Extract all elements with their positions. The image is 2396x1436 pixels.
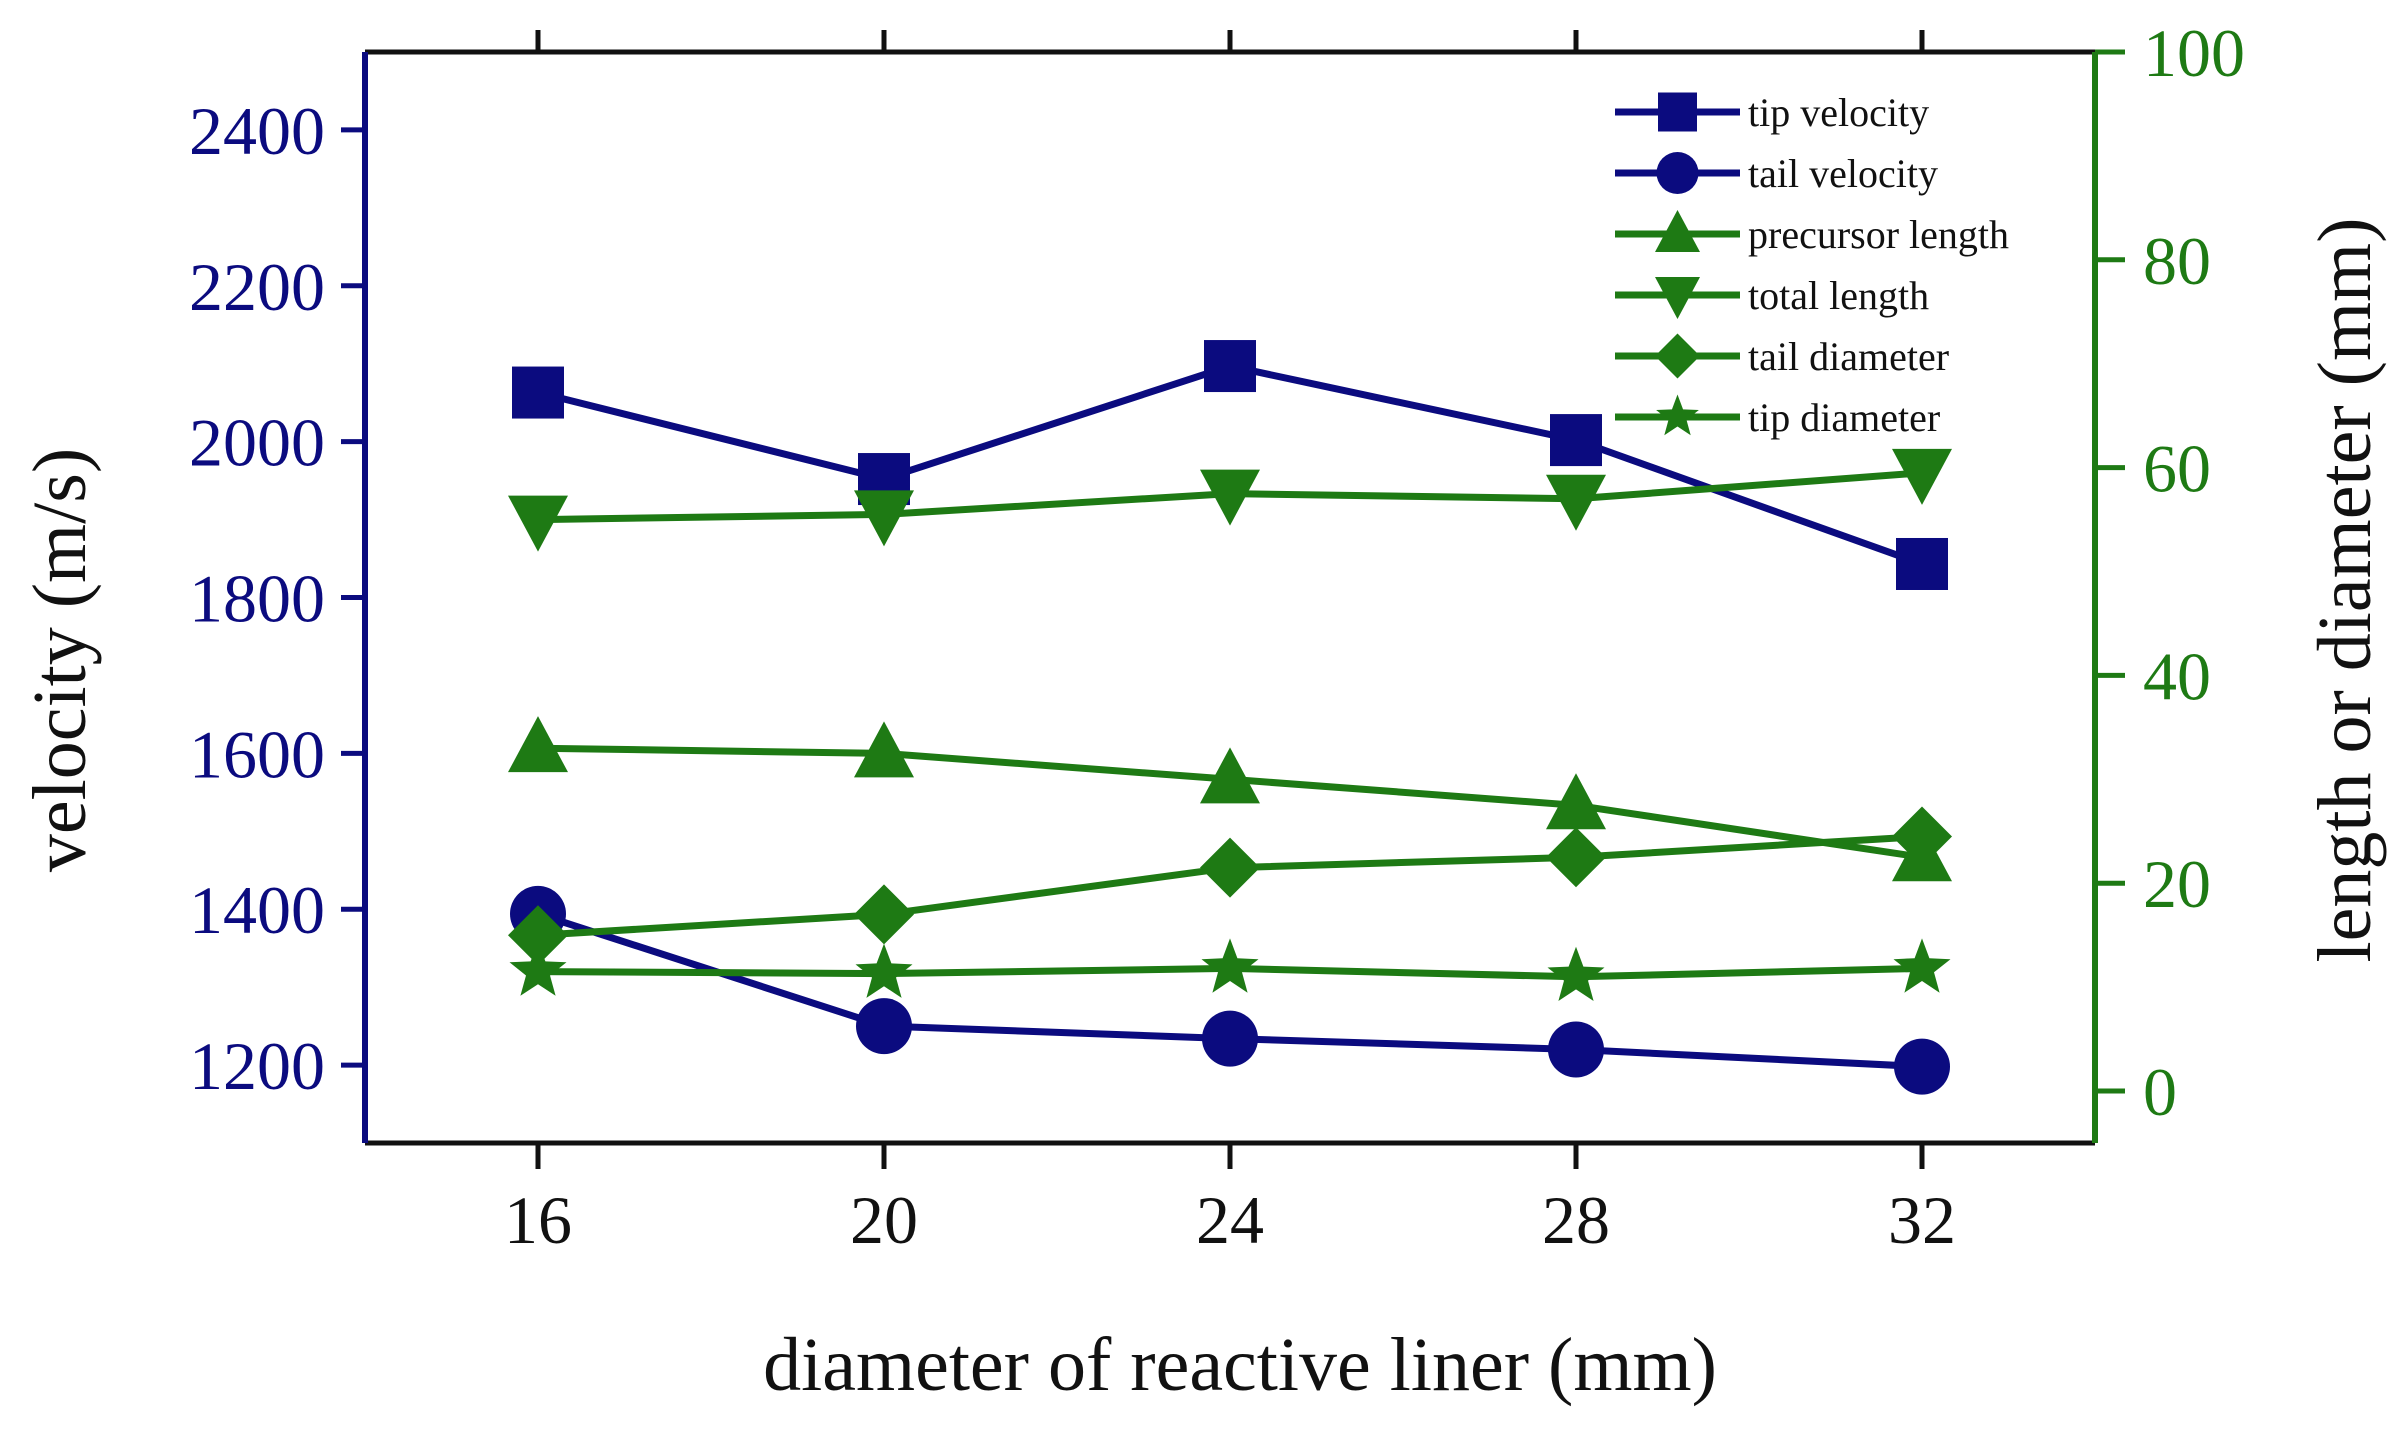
x-tick-label: 24 bbox=[1196, 1182, 1264, 1258]
y-tick-label-right: 100 bbox=[2143, 15, 2245, 91]
plot-area bbox=[508, 340, 1952, 1095]
y-tick-label-left: 1600 bbox=[189, 716, 325, 792]
y-tick-label-right: 20 bbox=[2143, 846, 2211, 922]
legend-marker bbox=[1658, 92, 1697, 132]
legend-marker bbox=[1656, 152, 1699, 194]
series-tail-velocity bbox=[510, 885, 1950, 1095]
legend-marker bbox=[1655, 333, 1700, 379]
data-point-total-length bbox=[1200, 469, 1260, 526]
legend-label: total length bbox=[1748, 273, 1929, 318]
series-total-length bbox=[508, 448, 1952, 552]
legend-item-tip-diameter: tip diameter bbox=[1615, 394, 1940, 440]
data-point-total-length bbox=[1546, 474, 1606, 531]
y-axis-title-right: length or diameter (mm) bbox=[2303, 218, 2387, 963]
data-point-tail-diameter bbox=[1200, 837, 1260, 898]
series-precursor-length bbox=[508, 716, 1952, 882]
y-axis-title-left: velocity (m/s) bbox=[18, 448, 102, 872]
axes: 16 20 24 28 32 1200 1400 1600 1800 2000 2200 2400 0 2… bbox=[189, 15, 2245, 1258]
series-line-tip-velocity bbox=[537, 362, 1924, 568]
data-point-tip-diameter bbox=[855, 943, 913, 998]
data-point-total-length bbox=[508, 495, 568, 552]
legend-label: precursor length bbox=[1748, 212, 2009, 257]
y-tick-label-right: 40 bbox=[2143, 638, 2211, 714]
data-point-tip-diameter bbox=[1547, 946, 1605, 1001]
data-point-tail-velocity bbox=[1894, 1038, 1950, 1095]
x-tick-label: 32 bbox=[1888, 1182, 1956, 1258]
data-point-precursor-length bbox=[1546, 773, 1606, 830]
x-axis-title: diameter of reactive liner (mm) bbox=[763, 1323, 1717, 1407]
legend: tip velocity tail velocity precursor lengt… bbox=[1615, 90, 2009, 440]
y-tick-label-left: 2000 bbox=[189, 405, 325, 481]
data-point-tail-velocity bbox=[1548, 1021, 1604, 1078]
x-tick-label: 16 bbox=[504, 1182, 572, 1258]
data-point-tip-diameter bbox=[509, 941, 567, 996]
data-point-total-length bbox=[854, 490, 914, 547]
data-point-precursor-length bbox=[508, 716, 568, 773]
series-tip-diameter bbox=[509, 938, 1951, 1001]
y-tick-label-right: 0 bbox=[2143, 1054, 2177, 1130]
series-tail-diameter bbox=[508, 806, 1952, 966]
data-point-total-length bbox=[1892, 448, 1952, 505]
data-point-tip-velocity bbox=[1204, 340, 1256, 393]
data-point-tip-diameter bbox=[1893, 938, 1951, 993]
data-point-tip-velocity bbox=[1896, 537, 1948, 590]
legend-item-tip-velocity: tip velocity bbox=[1615, 90, 1929, 135]
y-tick-label-right: 80 bbox=[2143, 223, 2211, 299]
data-point-tail-diameter bbox=[854, 884, 914, 945]
data-point-precursor-length bbox=[1200, 747, 1260, 804]
y-tick-label-left: 2400 bbox=[189, 93, 325, 169]
legend-label: tail diameter bbox=[1748, 334, 1949, 379]
data-point-tip-velocity bbox=[1550, 414, 1602, 467]
legend-marker bbox=[1655, 210, 1700, 252]
series-tip-velocity bbox=[512, 340, 1948, 590]
x-tick-label: 20 bbox=[850, 1182, 918, 1258]
y-tick-label-right: 60 bbox=[2143, 431, 2211, 507]
legend-label: tip diameter bbox=[1748, 395, 1940, 440]
y-tick-label-left: 1400 bbox=[189, 872, 325, 948]
data-point-tail-velocity bbox=[856, 998, 912, 1055]
data-point-tip-diameter bbox=[1201, 938, 1259, 993]
data-point-tail-diameter bbox=[1546, 827, 1606, 888]
y-tick-label-left: 2200 bbox=[189, 249, 325, 325]
legend-label: tail velocity bbox=[1748, 151, 1938, 196]
legend-marker bbox=[1655, 277, 1700, 319]
legend-item-tail-diameter: tail diameter bbox=[1615, 333, 1949, 379]
legend-item-precursor-length: precursor length bbox=[1615, 210, 2009, 257]
data-point-tip-velocity bbox=[512, 366, 564, 419]
y-tick-label-left: 1200 bbox=[189, 1028, 325, 1104]
legend-item-tail-velocity: tail velocity bbox=[1615, 151, 1938, 196]
data-point-tail-diameter bbox=[1892, 806, 1952, 867]
data-point-precursor-length bbox=[854, 721, 914, 778]
legend-label: tip velocity bbox=[1748, 90, 1929, 135]
data-point-tail-diameter bbox=[508, 905, 568, 966]
legend-item-total-length: total length bbox=[1615, 273, 1929, 319]
y-tick-label-left: 1800 bbox=[189, 561, 325, 637]
data-point-tail-velocity bbox=[1202, 1010, 1258, 1067]
legend-marker bbox=[1656, 394, 1699, 436]
x-tick-label: 28 bbox=[1542, 1182, 1610, 1258]
